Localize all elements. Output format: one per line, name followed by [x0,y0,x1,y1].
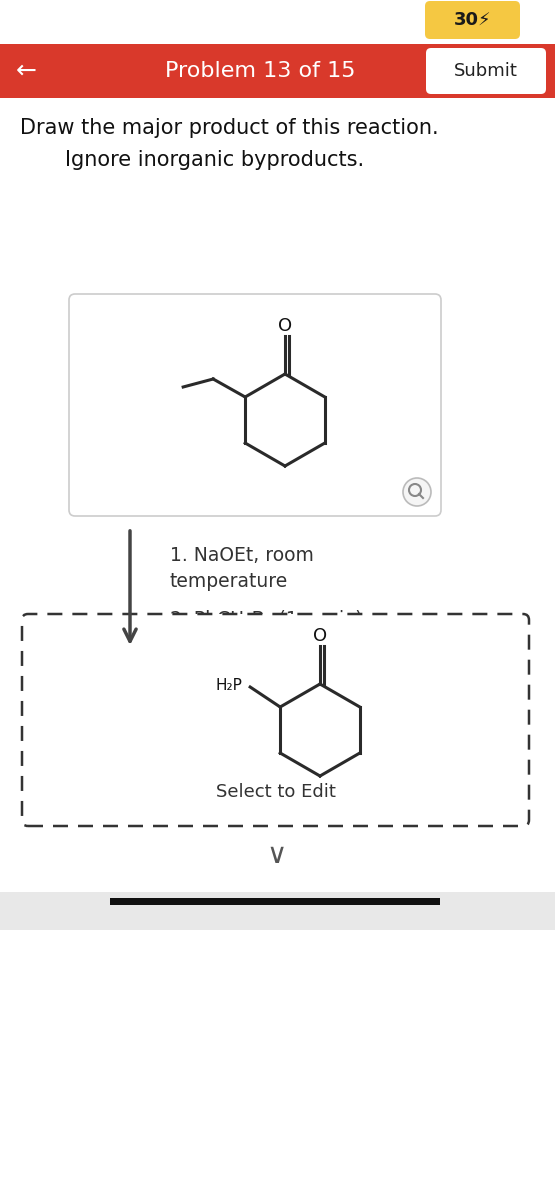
Text: 30⚡: 30⚡ [453,11,491,29]
Circle shape [403,478,431,506]
Text: 2. PhCH₂Br (1 equiv): 2. PhCH₂Br (1 equiv) [170,610,362,629]
Text: ∨: ∨ [267,841,287,869]
FancyBboxPatch shape [425,1,520,38]
Text: Draw the major product of this reaction.: Draw the major product of this reaction. [20,118,438,138]
Text: O: O [313,626,327,646]
FancyBboxPatch shape [22,614,529,826]
Text: H₂P: H₂P [215,678,242,692]
Bar [0,44,555,98]
Text: Submit: Submit [454,62,518,80]
Text: O: O [278,317,292,335]
Bar [0,892,555,930]
Bar [110,898,440,905]
Text: 1. NaOEt, room: 1. NaOEt, room [170,546,314,565]
Text: Ignore inorganic byproducts.: Ignore inorganic byproducts. [65,150,364,170]
Text: Problem 13 of 15: Problem 13 of 15 [165,61,355,80]
FancyBboxPatch shape [426,48,546,94]
Text: temperature: temperature [170,572,288,590]
Text: ←: ← [16,59,37,83]
Text: Select to Edit: Select to Edit [215,782,335,802]
Bar [0,0,555,44]
FancyBboxPatch shape [69,294,441,516]
